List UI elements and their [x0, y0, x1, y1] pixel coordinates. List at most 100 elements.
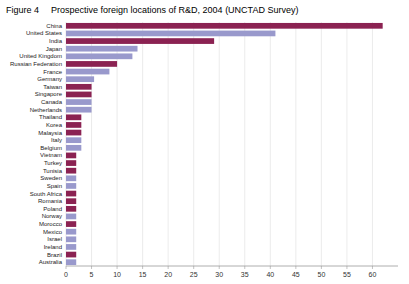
- tick-label: 35: [241, 271, 249, 278]
- tick-mark: [117, 266, 118, 269]
- bar: [66, 99, 92, 105]
- bar: [66, 153, 76, 159]
- tick-label: 60: [369, 271, 377, 278]
- tick-mark: [270, 266, 271, 269]
- bar: [66, 31, 275, 37]
- grid-line: [142, 22, 143, 266]
- category-label: Morocco: [39, 221, 63, 227]
- grid-line: [321, 22, 322, 266]
- bar: [66, 221, 76, 227]
- tick-mark: [142, 266, 143, 269]
- category-label: Ireland: [44, 244, 62, 250]
- category-label: Brazil: [47, 252, 62, 258]
- category-label: Singapore: [35, 91, 63, 97]
- tick-label: 50: [317, 271, 325, 278]
- category-label: Taiwan: [43, 84, 62, 90]
- category-label: Australia: [39, 259, 63, 265]
- bar: [66, 84, 92, 90]
- bar: [66, 38, 214, 44]
- tick-label: 40: [266, 271, 274, 278]
- category-label: Turkey: [44, 160, 62, 166]
- tick-label: 55: [343, 271, 351, 278]
- tick-label: 25: [190, 271, 198, 278]
- category-label: Belgium: [40, 145, 62, 151]
- grid-line: [295, 22, 296, 266]
- bar: [66, 114, 81, 120]
- tick-mark: [193, 266, 194, 269]
- tick-mark: [219, 266, 220, 269]
- category-label: Canada: [41, 99, 63, 105]
- category-label: Romania: [38, 198, 63, 204]
- tick-mark: [91, 266, 92, 269]
- bar: [66, 206, 76, 212]
- bar: [66, 23, 383, 29]
- grid-line: [270, 22, 271, 266]
- tick-label: 15: [139, 271, 147, 278]
- tick-mark: [66, 266, 67, 269]
- bar: [66, 76, 94, 82]
- grid-line: [168, 22, 169, 266]
- category-label: India: [49, 38, 63, 44]
- category-label: Italy: [51, 137, 62, 143]
- bar: [66, 259, 76, 265]
- category-label: Russian Federation: [10, 61, 62, 67]
- tick-mark: [244, 266, 245, 269]
- category-label: Sweden: [40, 175, 62, 181]
- grid-line: [244, 22, 245, 266]
- tick-label: 5: [90, 271, 94, 278]
- tick-label: 30: [215, 271, 223, 278]
- bar: [66, 229, 76, 235]
- category-label: Japan: [46, 46, 62, 52]
- tick-mark: [321, 266, 322, 269]
- grid-line: [193, 22, 194, 266]
- page: {"chart_data": { "type": "bar", "orienta…: [0, 0, 409, 284]
- bar: [66, 137, 81, 143]
- tick-mark: [372, 266, 373, 269]
- bar: [66, 160, 76, 166]
- category-label: Vietnam: [40, 152, 62, 158]
- bar: [66, 107, 92, 113]
- grid-line: [219, 22, 220, 266]
- bar: [66, 183, 76, 189]
- bar: [66, 122, 81, 128]
- bar: [66, 69, 109, 75]
- tick-mark: [295, 266, 296, 269]
- bar: [66, 130, 81, 136]
- tick-mark: [168, 266, 169, 269]
- category-label: United Kingdom: [19, 53, 62, 59]
- grid-line: [346, 22, 347, 266]
- subtitle: Prospective foreign locations of R&D, 20…: [51, 5, 298, 15]
- bar: [66, 168, 76, 174]
- category-label: South Africa: [30, 191, 63, 197]
- grid-line: [372, 22, 373, 266]
- category-label: China: [46, 23, 62, 29]
- bar: [66, 244, 76, 250]
- bar: [66, 92, 92, 98]
- category-label: United States: [26, 30, 62, 36]
- category-label: France: [43, 69, 62, 75]
- bar: [66, 145, 81, 151]
- chart: Figure 4 Prospective foreign locations of…: [0, 0, 409, 284]
- bar: [66, 46, 138, 52]
- y-labels: ChinaUnited States India JapanUnited Kingd…: [10, 23, 63, 265]
- bar: [66, 53, 132, 59]
- tick-mark: [346, 266, 347, 269]
- category-label: Israel: [47, 236, 62, 242]
- category-label: Malaysia: [38, 130, 62, 136]
- category-label: Mexico: [43, 229, 63, 235]
- title: Figure 4: [6, 5, 39, 15]
- category-label: Netherlands: [30, 107, 62, 113]
- bar: [66, 175, 76, 181]
- category-label: Spain: [47, 183, 62, 189]
- bars: [66, 23, 383, 265]
- category-label: Tunisia: [43, 168, 63, 174]
- category-label: Korea: [46, 122, 63, 128]
- grid: [66, 22, 372, 266]
- category-label: Poland: [43, 206, 62, 212]
- tick-label: 10: [113, 271, 121, 278]
- x-axis-line: [66, 266, 398, 267]
- bar: [66, 236, 76, 242]
- category-label: Norway: [42, 213, 62, 219]
- x-ticks: 051015202530354045505560: [64, 266, 376, 278]
- tick-label: 0: [64, 271, 68, 278]
